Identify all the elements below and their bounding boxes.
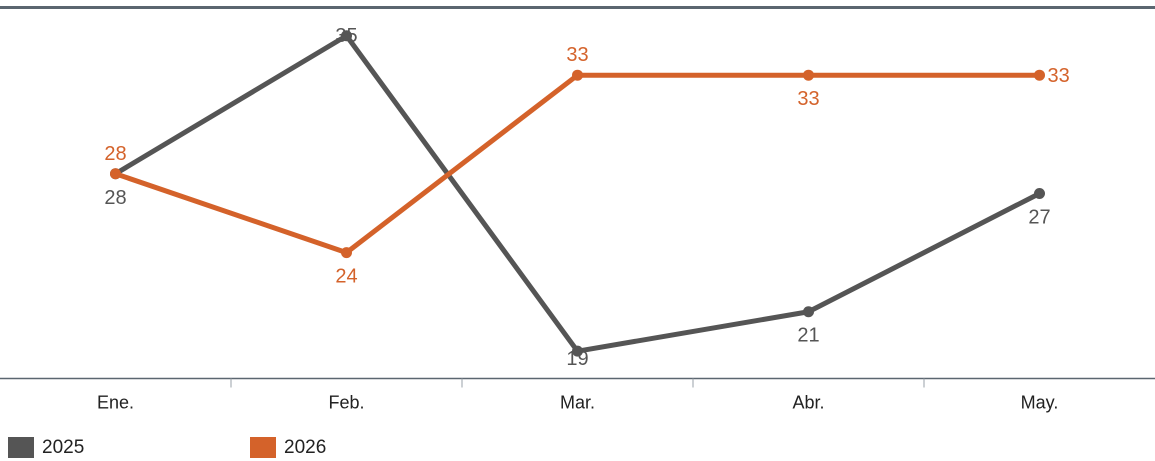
data-point-2025 — [572, 345, 583, 357]
data-label-2025: 19 — [566, 348, 588, 370]
data-label-2025: 27 — [1028, 206, 1050, 228]
x-tick-label: Feb. — [328, 393, 364, 413]
legend-label-2026: 2026 — [284, 437, 327, 458]
data-label-2026: 24 — [335, 266, 357, 288]
series-line-2026 — [113, 72, 1042, 256]
data-label-2026: 33 — [1048, 65, 1070, 87]
data-labels-layer: 28 35 19 21 27 28 24 33 33 33 — [104, 25, 1069, 370]
legend-label-2025: 2025 — [42, 437, 85, 458]
legend-swatch-2026 — [250, 437, 276, 458]
x-tick-label: May. — [1021, 393, 1059, 413]
data-label-2025: 28 — [104, 187, 126, 209]
data-label-2025: 21 — [797, 325, 819, 347]
legend-item-2026: 2026 — [250, 437, 326, 458]
data-point-2025 — [803, 306, 814, 318]
line-chart: Ene. Feb. Mar. Abr. May. 28 35 19 21 27 28 24 33 33 3… — [0, 6, 1155, 413]
x-tick-label: Mar. — [560, 393, 595, 413]
x-tick-label: Abr. — [792, 393, 824, 413]
data-point-2026 — [1034, 69, 1045, 81]
legend-swatch-2025 — [8, 437, 34, 458]
data-label-2026: 28 — [104, 143, 126, 165]
x-axis: Ene. Feb. Mar. Abr. May. — [0, 377, 1155, 413]
data-label-2026: 33 — [797, 88, 819, 110]
series-layer — [110, 30, 1045, 357]
data-label-2026: 33 — [566, 44, 588, 66]
legend-item-2025: 2025 — [8, 437, 84, 458]
legend: 2025 2026 — [8, 437, 1148, 461]
data-point-2025 — [1034, 187, 1045, 199]
data-point-2026 — [110, 168, 121, 180]
data-point-2026 — [341, 247, 352, 259]
x-tick-label: Ene. — [97, 393, 134, 413]
data-label-2025: 35 — [335, 25, 357, 47]
data-point-2025 — [341, 30, 352, 42]
data-point-2026 — [572, 69, 583, 81]
series-line-2025 — [113, 33, 1042, 354]
data-point-2026 — [803, 69, 814, 81]
